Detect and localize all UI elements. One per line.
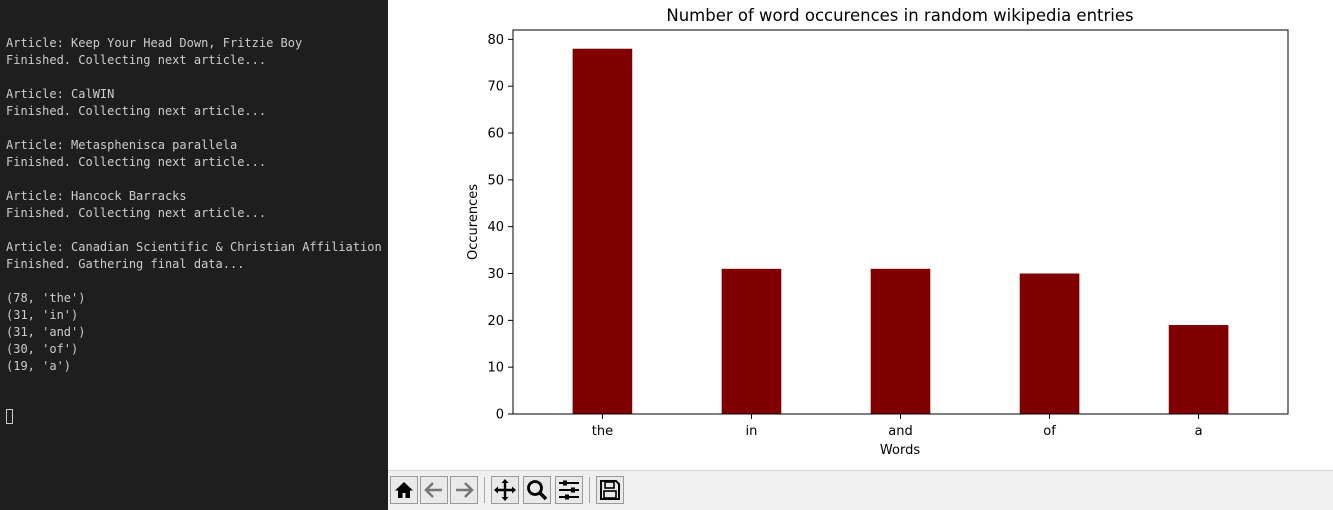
- figure-canvas: Number of word occurences in random wiki…: [388, 0, 1333, 470]
- home-icon: [395, 482, 413, 498]
- terminal-line: Article: Keep Your Head Down, Fritzie Bo…: [6, 36, 303, 50]
- terminal-line: [6, 120, 388, 137]
- terminal-line: Finished. Collecting next article...: [6, 155, 267, 169]
- terminal-prompt[interactable]: [6, 409, 388, 426]
- toolbar-separator: [484, 477, 485, 503]
- terminal-line: Article: CalWIN: [6, 87, 115, 101]
- y-tick-label: 50: [487, 173, 504, 188]
- terminal-line: (78, 'the'): [6, 291, 86, 305]
- x-axis-label: Words: [880, 443, 920, 458]
- bar-in: [721, 268, 782, 414]
- forward-button[interactable]: [450, 476, 478, 504]
- x-tick-label: of: [1043, 424, 1056, 439]
- back-button[interactable]: [420, 476, 448, 504]
- save-icon: [600, 480, 620, 500]
- y-tick-label: 30: [487, 267, 504, 282]
- terminal-output: Article: Keep Your Head Down, Fritzie Bo…: [0, 0, 388, 510]
- x-tick-label: and: [888, 424, 912, 439]
- y-tick-label: 40: [487, 220, 504, 235]
- y-tick-label: 20: [487, 314, 504, 329]
- bar-of: [1019, 273, 1080, 414]
- y-tick-label: 80: [487, 33, 504, 48]
- sliders-icon: [559, 480, 579, 500]
- terminal-line: [6, 222, 388, 239]
- zoom-button[interactable]: [523, 476, 551, 504]
- move-icon: [494, 479, 516, 501]
- terminal-line: Finished. Collecting next article...: [6, 206, 267, 220]
- y-tick-label: 60: [487, 127, 504, 142]
- terminal-lines: Article: Keep Your Head Down, Fritzie Bo…: [6, 35, 388, 375]
- terminal-line: (31, 'and'): [6, 325, 86, 339]
- y-tick-label: 10: [487, 361, 504, 376]
- home-button[interactable]: [390, 476, 418, 504]
- x-tick-label: the: [592, 424, 613, 439]
- configure-subplots-button[interactable]: [555, 476, 583, 504]
- y-tick-label: 70: [487, 80, 504, 95]
- back-arrow-icon: [424, 482, 442, 498]
- terminal-line: (30, 'of'): [6, 342, 79, 356]
- terminal-line: Article: Hancock Barracks: [6, 189, 187, 203]
- forward-arrow-icon: [456, 482, 474, 498]
- zoom-icon: [527, 480, 548, 501]
- terminal-line: Article: Canadian Scientific & Christian…: [6, 240, 382, 254]
- plot-toolbar: [388, 470, 1333, 510]
- terminal-line: [6, 69, 388, 86]
- bar-a: [1168, 325, 1229, 414]
- chart-title: Number of word occurences in random wiki…: [666, 6, 1133, 25]
- x-tick-label: in: [746, 424, 758, 439]
- pan-button[interactable]: [491, 476, 519, 504]
- terminal-line: [6, 273, 388, 290]
- terminal-line: Finished. Collecting next article...: [6, 104, 267, 118]
- x-tick-label: a: [1195, 424, 1203, 439]
- terminal-line: (19, 'a'): [6, 359, 72, 373]
- terminal-line: [6, 171, 388, 188]
- bar-and: [870, 268, 931, 414]
- terminal-line: Finished. Collecting next article...: [6, 53, 267, 67]
- save-button[interactable]: [596, 476, 624, 504]
- bar-chart: Number of word occurences in random wiki…: [466, 6, 1289, 458]
- terminal-line: (31, 'in'): [6, 308, 79, 322]
- terminal-cursor: [6, 409, 13, 424]
- terminal-line: Finished. Gathering final data...: [6, 257, 245, 271]
- terminal-line: Article: Metasphenisca parallela: [6, 138, 238, 152]
- toolbar-separator: [589, 477, 590, 503]
- y-axis-label: Occurences: [466, 184, 481, 260]
- bar-the: [572, 48, 633, 414]
- y-tick-label: 0: [496, 408, 504, 423]
